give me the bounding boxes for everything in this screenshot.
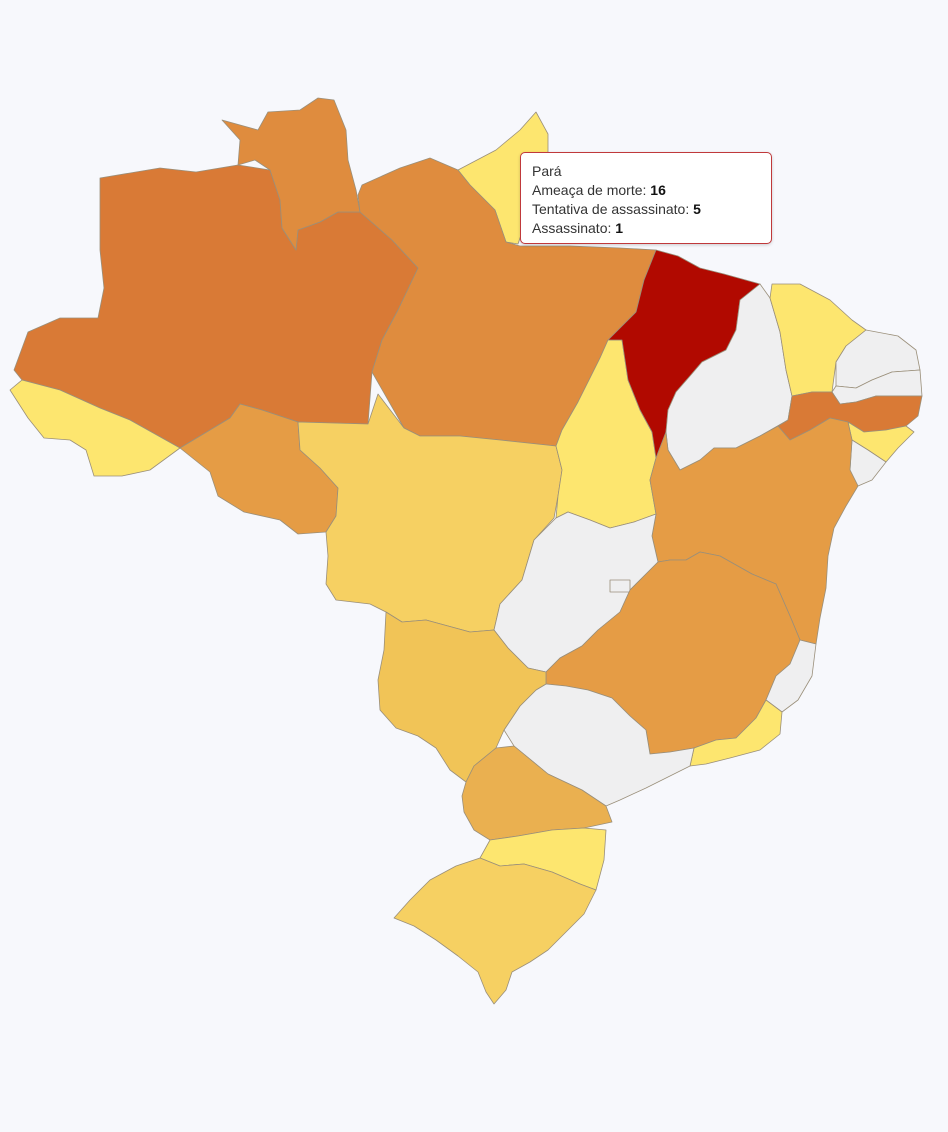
tooltip-value: 5 <box>693 201 701 217</box>
state-rio-de-janeiro[interactable] <box>689 699 783 767</box>
tooltip-row-murder: Assassinato: 1 <box>532 219 761 238</box>
tooltip-label: Tentativa de assassinato: <box>532 201 690 217</box>
tooltip-row-attempted-murder: Tentativa de assassinato: 5 <box>532 200 761 219</box>
state-rio-grande-do-sul[interactable] <box>393 857 597 1005</box>
state-roraima[interactable] <box>221 97 361 251</box>
state-espirito-santo[interactable] <box>765 639 817 713</box>
tooltip-label: Assassinato: <box>532 220 612 236</box>
state-distrito-federal[interactable] <box>609 579 631 593</box>
tooltip-value: 16 <box>650 182 666 198</box>
tooltip-value: 1 <box>615 220 624 236</box>
tooltip-row-death-threat: Ameaça de morte: 16 <box>532 181 761 200</box>
state-mato-grosso-do-sul[interactable] <box>377 611 547 783</box>
state-tooltip: Pará Ameaça de morte: 16 Tentativa de as… <box>520 152 772 244</box>
tooltip-state-name: Pará <box>532 163 562 179</box>
tooltip-label: Ameaça de morte: <box>532 182 647 198</box>
state-acre[interactable] <box>9 379 181 477</box>
